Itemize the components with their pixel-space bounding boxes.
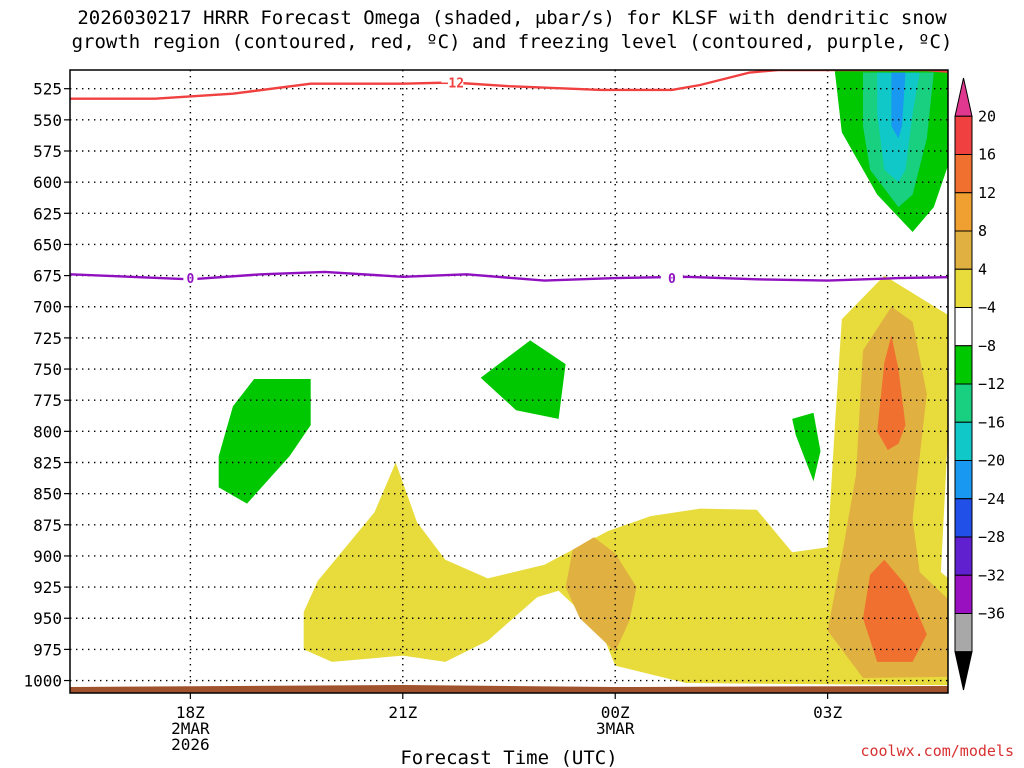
x-tick-label-0-2: 2026	[171, 735, 210, 754]
colorbar-label-5: −4	[978, 299, 996, 317]
colorbar-segment-1	[954, 115, 973, 155]
x-tick-label-9-0: 03Z	[813, 703, 842, 722]
omega-region-8	[792, 412, 821, 482]
contour-label-bg-1	[660, 271, 683, 286]
omega-region-16	[891, 72, 906, 139]
y-tick-label-875: 875	[33, 516, 62, 535]
omega-region-5	[863, 559, 927, 662]
y-tick-label-1000: 1000	[23, 672, 62, 691]
colorbar-segment-5	[954, 268, 973, 308]
colorbar-segment-12	[954, 536, 973, 576]
y-tick-label-550: 550	[33, 111, 62, 130]
x-tick-label-0-1: 2MAR	[171, 719, 210, 738]
colorbar-segment-8	[954, 383, 973, 423]
y-tick-label-900: 900	[33, 547, 62, 566]
plot-frame	[69, 69, 949, 694]
omega-region-2	[565, 537, 637, 652]
plot-border	[69, 69, 949, 694]
contour-label-0: −12	[441, 76, 464, 91]
omega-region-7	[480, 340, 566, 419]
omega-region-3	[827, 306, 948, 678]
source-credit: coolwx.com/models	[860, 742, 1014, 760]
chart-title-line-1: 2026030217 HRRR Forecast Omega (shaded, …	[77, 7, 947, 29]
y-tick-label-675: 675	[33, 267, 62, 286]
y-tick-label-575: 575	[33, 142, 62, 161]
contour-label-bg-0	[441, 75, 464, 90]
y-tick-label-650: 650	[33, 235, 62, 254]
colorbar-segment-15	[954, 651, 973, 691]
contour-label-extra: 0	[186, 272, 194, 287]
omega-region-0	[303, 275, 948, 686]
omega-region-6	[218, 379, 311, 504]
colorbar-segment-6	[954, 307, 973, 347]
contour-label-bg-extra	[183, 271, 198, 286]
colorbar-segment-10	[954, 460, 973, 500]
chart-title: 2026030217 HRRR Forecast Omega (shaded, …	[0, 6, 1024, 54]
y-tick-label-800: 800	[33, 422, 62, 441]
chart-title-line-2: growth region (contoured, red, ºC) and f…	[71, 31, 953, 53]
colorbar-label-8: −16	[978, 413, 1005, 431]
colorbar-label-12: −32	[978, 566, 1005, 584]
colorbar-segment-13	[954, 574, 973, 614]
y-tick-label-525: 525	[33, 80, 62, 99]
colorbar-segment-3	[954, 192, 973, 232]
colorbar-segment-0	[954, 77, 973, 117]
colorbar-label-1: 16	[978, 146, 996, 164]
x-tick-label-6-1: 3MAR	[596, 719, 635, 738]
omega-region-9	[1012, 415, 1024, 485]
x-tick-label-3-0: 21Z	[388, 703, 417, 722]
colorbar-segment-4	[954, 230, 973, 270]
colorbar-label-2: 12	[978, 184, 996, 202]
y-tick-label-950: 950	[33, 609, 62, 628]
y-tick-label-600: 600	[33, 173, 62, 192]
temperature-contours: −12 0 0	[70, 70, 948, 287]
x-axis-label: Forecast Time (UTC)	[400, 747, 617, 768]
colorbar-segment-14	[954, 613, 973, 653]
colorbar-label-3: 8	[978, 222, 987, 240]
y-tick-label-750: 750	[33, 360, 62, 379]
omega-shaded-regions	[218, 70, 1024, 686]
colorbar-label-0: 20	[978, 107, 996, 125]
contour-label-1: 0	[668, 272, 676, 287]
colorbar-label-11: −28	[978, 528, 1005, 546]
colorbar-label-6: −8	[978, 337, 996, 355]
colorbar-label-10: −24	[978, 490, 1005, 508]
y-tick-label-975: 975	[33, 640, 62, 659]
colorbar-segment-2	[954, 154, 973, 194]
x-tick-label-6-0: 00Z	[601, 703, 630, 722]
colorbar-legend: 20 16 12 8 4 −4 −8 −12 −16 −20 −24 −28 −32 −36	[954, 77, 1005, 691]
x-axis-time: 18Z2MAR202621Z00Z3MAR03Z06Z09Z	[171, 693, 842, 754]
y-tick-label-925: 925	[33, 578, 62, 597]
y-axis-pressure: 525 550 575 600 625 650 675 700 725 750 775 800 825 8…	[23, 80, 70, 691]
x-tick-label-0-0: 18Z	[176, 703, 205, 722]
colorbar-segment-7	[954, 345, 973, 385]
y-tick-label-700: 700	[33, 298, 62, 317]
y-tick-label-825: 825	[33, 453, 62, 472]
contour-line-0	[70, 70, 948, 100]
omega-region-4	[877, 335, 906, 450]
colorbar-segment-9	[954, 421, 973, 461]
contour-line-1	[70, 270, 948, 282]
colorbar-label-7: −12	[978, 375, 1005, 393]
ground-surface	[70, 685, 948, 693]
y-tick-label-850: 850	[33, 485, 62, 504]
y-tick-label-625: 625	[33, 204, 62, 223]
y-tick-label-725: 725	[33, 329, 62, 348]
colorbar-segment-11	[954, 498, 973, 538]
y-tick-label-775: 775	[33, 391, 62, 410]
dotted-grid	[70, 70, 948, 693]
colorbar-label-9: −20	[978, 452, 1005, 470]
colorbar-label-13: −36	[978, 605, 1005, 623]
colorbar-label-4: 4	[978, 260, 987, 278]
ground-strip	[70, 685, 948, 693]
